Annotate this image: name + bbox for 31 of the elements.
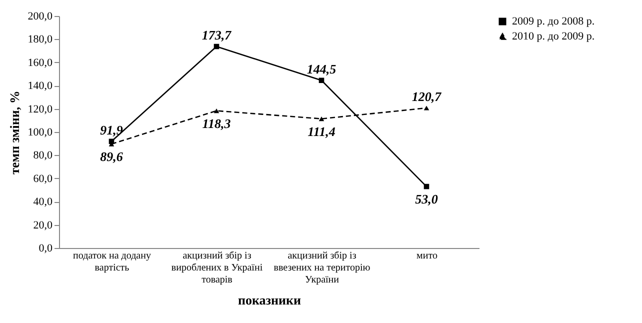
point xyxy=(318,116,324,122)
y-tick-label: 180,0 xyxy=(28,34,53,46)
x-tick-label: податок на додану вартість xyxy=(73,250,151,274)
y-tick-label: 160,0 xyxy=(28,56,53,69)
x-axis-title: показники xyxy=(238,292,302,308)
data-label: 53,0 xyxy=(415,192,438,207)
point xyxy=(424,106,430,110)
y-tick-label: 200,0 xyxy=(28,10,53,22)
data-label: 89,6 xyxy=(100,149,124,164)
legend-label: 2009 р. до 2008 р. xyxy=(512,16,595,28)
y-tick-label: 100,0 xyxy=(28,126,53,138)
x-tick-label: акцизний збір із вироблених в Україні товарів xyxy=(171,250,263,286)
data-label: 173,7 xyxy=(202,28,232,43)
point xyxy=(214,108,220,114)
point xyxy=(318,78,324,84)
y-tick-label: 0,0 xyxy=(38,242,53,254)
data-label: 91,9 xyxy=(100,122,124,138)
y-tick-label: 140,0 xyxy=(28,80,53,92)
data-label: 111,4 xyxy=(308,124,336,139)
y-tick-label: 80,0 xyxy=(33,150,53,162)
data-label: 120,7 xyxy=(412,88,442,104)
data-label: 118,3 xyxy=(202,116,232,131)
x-tick-label: акцизний збір із ввезених на територію України xyxy=(274,250,371,286)
legend-label: 2010 р. до 2009 р. xyxy=(512,30,595,42)
y-tick-label: 120,0 xyxy=(28,103,53,116)
data-label: 144,5 xyxy=(306,61,337,76)
y-tick-label: 40,0 xyxy=(33,196,53,208)
x-tick-label: мито xyxy=(416,250,438,262)
y-axis-title: темп зміни, % xyxy=(6,90,22,174)
y-tick-label: 60,0 xyxy=(33,172,53,185)
y-tick-label: 20,0 xyxy=(33,219,53,232)
